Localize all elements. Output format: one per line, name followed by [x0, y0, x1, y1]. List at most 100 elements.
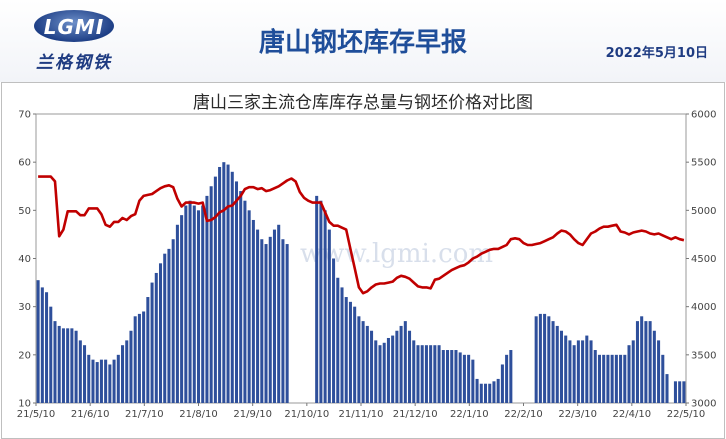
y-left-tick-label: 40 [18, 254, 31, 265]
inventory-bar [652, 330, 656, 403]
inventory-bar [361, 321, 365, 403]
inventory-bar [661, 354, 665, 403]
inventory-bar [104, 359, 108, 403]
inventory-bar [146, 297, 150, 403]
inventory-bar [121, 345, 125, 403]
inventory-bar [399, 325, 403, 403]
inventory-bar [416, 345, 420, 403]
inventory-bar [458, 352, 462, 403]
inventory-bar [167, 248, 171, 403]
inventory-bar [175, 224, 179, 403]
inventory-bar [277, 224, 281, 403]
inventory-bar [192, 205, 196, 403]
inventory-bar [332, 258, 336, 403]
inventory-bar [142, 311, 146, 403]
inventory-bar [446, 350, 450, 403]
inventory-bar [538, 313, 542, 403]
inventory-bar [483, 383, 488, 403]
y-right-tick-label: 3000 [691, 399, 716, 410]
inventory-bar [437, 345, 441, 403]
inventory-bar [365, 325, 369, 403]
inventory-bar [673, 381, 677, 403]
inventory-bar [222, 162, 226, 403]
y-right-tick-label: 6000 [691, 110, 716, 121]
inventory-bar [678, 381, 682, 403]
inventory-bar [576, 340, 580, 403]
inventory-bar [133, 316, 137, 403]
inventory-bar [226, 164, 230, 403]
x-tick-label: 21/7/10 [125, 409, 164, 420]
chart-title: 唐山三家主流仓库库存总量与钢坯价格对比图 [193, 93, 533, 113]
inventory-bar [108, 364, 112, 403]
y-right-tick-label: 5500 [691, 158, 716, 169]
inventory-bar [243, 200, 247, 403]
y-right-tick-label: 5000 [691, 206, 716, 217]
inventory-bar [581, 340, 585, 403]
line-layer [38, 175, 685, 295]
inventory-bar [99, 359, 103, 403]
inventory-bar [36, 280, 40, 403]
x-tick-label: 21/12/10 [393, 409, 438, 420]
inventory-bar [247, 210, 251, 403]
y-right-tick-label: 4500 [691, 254, 716, 265]
inventory-bar [171, 239, 175, 403]
inventory-bar [429, 345, 433, 403]
inventory-bar [78, 340, 82, 403]
x-tick-label: 21/9/10 [233, 409, 272, 420]
inventory-bar [315, 195, 319, 403]
y-left-tick-label: 60 [18, 158, 31, 169]
inventory-bar [433, 345, 437, 403]
inventory-bar [619, 354, 623, 403]
inventory-bar [412, 340, 416, 403]
inventory-bar [70, 328, 74, 403]
inventory-bar [602, 354, 606, 403]
x-tick-label: 21/6/10 [71, 409, 110, 420]
inventory-bar [564, 335, 568, 403]
inventory-bar [374, 340, 378, 403]
inventory-bar [95, 362, 99, 403]
inventory-bar [665, 374, 669, 403]
inventory-bar [137, 313, 141, 403]
inventory-bar [344, 297, 348, 403]
inventory-bar [408, 330, 412, 403]
billet-price-line [38, 175, 685, 295]
y-right-tick-label: 4000 [691, 302, 716, 313]
inventory-bar [606, 354, 610, 403]
page-title: 唐山钢坯库存早报 [258, 28, 467, 58]
inventory-bar [180, 215, 184, 403]
y-left-tick-label: 30 [18, 302, 31, 313]
inventory-bar [66, 328, 70, 403]
inventory-bar [196, 210, 201, 403]
x-tick-label: 22/2/10 [504, 409, 543, 420]
y-left-tick-label: 70 [18, 110, 31, 121]
inventory-bar [319, 200, 323, 403]
inventory-bar [488, 383, 492, 403]
inventory-bar [323, 210, 327, 403]
inventory-bar [543, 313, 547, 403]
inventory-bar [353, 306, 357, 403]
inventory-bar [378, 345, 382, 403]
inventory-bar [61, 328, 65, 403]
inventory-bar [336, 277, 340, 403]
inventory-bar [150, 282, 154, 403]
inventory-bar [340, 287, 344, 403]
inventory-bar [281, 239, 285, 403]
inventory-bar [327, 229, 331, 403]
inventory-bar [272, 229, 276, 403]
inventory-bar [471, 359, 475, 403]
inventory-bar [201, 205, 205, 403]
inventory-bar [268, 236, 272, 403]
inventory-bar [640, 316, 644, 403]
inventory-bar [420, 345, 424, 403]
inventory-bar [285, 244, 289, 403]
inventory-bar [230, 171, 234, 403]
report-header: LGMI 兰格钢铁 唐山钢坯库存早报 2022年5月10日 [0, 0, 726, 82]
x-tick-label: 21/10/10 [284, 409, 329, 420]
inventory-bar [129, 330, 133, 403]
inventory-bar [391, 335, 395, 403]
inventory-bar [572, 345, 576, 403]
y-left-tick-label: 20 [18, 350, 31, 361]
inventory-bar [551, 321, 555, 403]
x-tick-label: 22/3/10 [558, 409, 597, 420]
